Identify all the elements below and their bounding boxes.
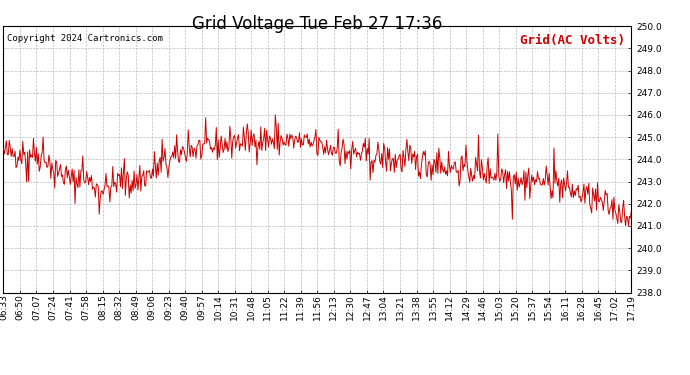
Text: Copyright 2024 Cartronics.com: Copyright 2024 Cartronics.com xyxy=(7,34,162,43)
Text: Grid(AC Volts): Grid(AC Volts) xyxy=(520,34,625,47)
Text: Grid Voltage Tue Feb 27 17:36: Grid Voltage Tue Feb 27 17:36 xyxy=(193,15,442,33)
